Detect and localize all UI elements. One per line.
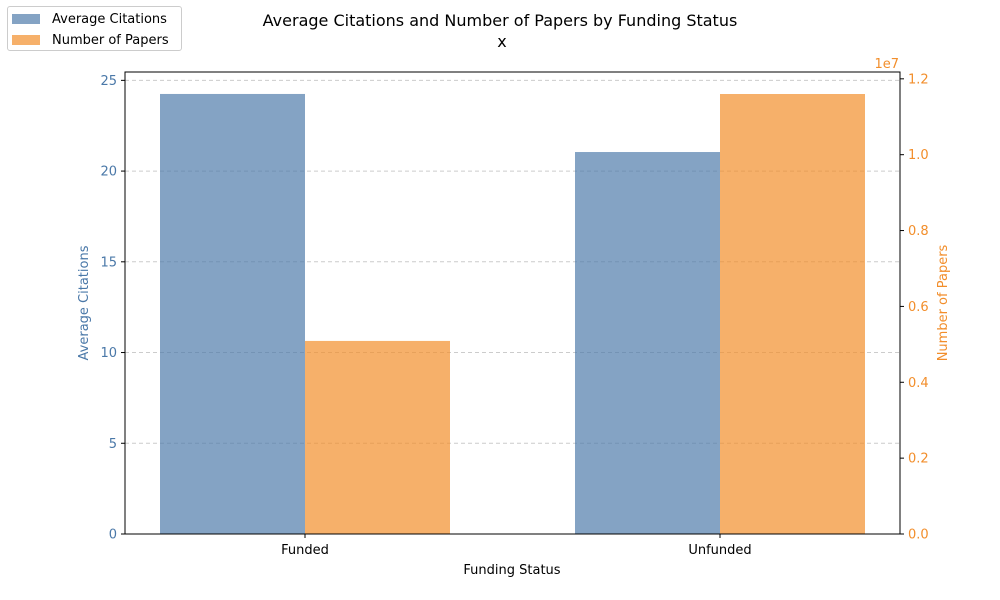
right-axis-tick-label: 0.2 xyxy=(908,452,929,467)
left-axis-label: Average Citations xyxy=(77,245,92,360)
bar-number-of-papers-unfunded xyxy=(720,94,865,534)
left-axis-tick-label: 10 xyxy=(100,346,117,361)
right-axis-label: Number of Papers xyxy=(936,244,951,361)
chart-title: Average Citations and Number of Papers b… xyxy=(263,11,738,30)
right-axis-tick-label: 0.4 xyxy=(908,376,929,391)
legend-label-number-of-papers: Number of Papers xyxy=(52,32,169,48)
right-axis-tick-label: 0.6 xyxy=(908,300,929,315)
right-axis-tick-label: 0.8 xyxy=(908,224,929,239)
legend-swatch-average-citations xyxy=(12,14,40,24)
legend-swatch-number-of-papers xyxy=(12,35,40,45)
right-axis-tick-label: 0.0 xyxy=(908,528,929,543)
left-axis: 0 5 10 15 20 25 xyxy=(100,74,125,543)
right-axis-tick-label: 1.2 xyxy=(908,72,929,87)
x-axis: Funded Unfunded xyxy=(281,534,752,558)
x-axis-tick-label: Funded xyxy=(281,543,329,558)
left-axis-tick-label: 25 xyxy=(100,74,117,89)
legend: Average Citations Number of Papers xyxy=(7,6,182,51)
bars xyxy=(160,93,865,535)
right-axis: 0.0 0.2 0.4 0.6 0.8 1.0 1.2 xyxy=(900,72,929,543)
legend-label-average-citations: Average Citations xyxy=(52,11,167,27)
legend-item-average-citations: Average Citations xyxy=(12,11,167,27)
legend-item-number-of-papers: Number of Papers xyxy=(12,32,169,48)
left-axis-tick-label: 20 xyxy=(100,165,117,180)
right-axis-offset: 1e7 xyxy=(874,57,899,72)
x-axis-label: Funding Status xyxy=(463,563,560,578)
bar-number-of-papers-funded xyxy=(305,340,450,534)
bar-average-citations-funded xyxy=(160,93,305,535)
x-axis-tick-label: Unfunded xyxy=(688,543,751,558)
chart-subtitle: x xyxy=(497,32,506,51)
left-axis-tick-label: 15 xyxy=(100,255,117,270)
left-axis-tick-label: 5 xyxy=(109,437,117,452)
left-axis-tick-label: 0 xyxy=(109,528,117,543)
bar-average-citations-unfunded xyxy=(575,152,720,534)
plot-frame xyxy=(124,71,901,535)
right-axis-tick-label: 1.0 xyxy=(908,148,929,163)
